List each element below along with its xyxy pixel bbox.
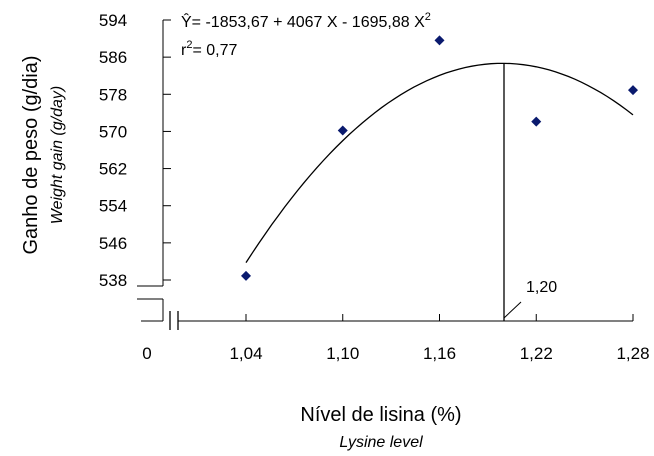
y-tick-marks (163, 19, 171, 281)
y-tick-label: 578 (99, 85, 127, 104)
x-tick-label: 1,16 (423, 344, 456, 363)
data-point (531, 116, 542, 127)
y-tick-label: 538 (99, 271, 127, 290)
x-tick-label: 1,28 (616, 344, 649, 363)
x-zero-label: 0 (142, 344, 151, 363)
data-point (434, 35, 445, 46)
y-tick-labels: 538 546 554 562 570 578 586 594 (99, 11, 127, 290)
x-tick-label: 1,22 (520, 344, 553, 363)
data-points (241, 35, 638, 281)
equation-exponent: 2 (425, 11, 431, 23)
y-axis-title-en: Weight gain (g/day) (49, 86, 66, 224)
y-axis (137, 20, 164, 321)
equation-text: Ŷ= -1853,67 + 4067 X - 1695,88 X (181, 12, 425, 31)
y-tick-label: 594 (99, 11, 127, 30)
y-tick-label: 546 (99, 234, 127, 253)
x-tick-marks (245, 314, 634, 321)
data-point (628, 85, 638, 96)
y-axis-title: Ganho de peso (g/dia) (20, 55, 42, 254)
r-squared-r: r (181, 42, 187, 59)
y-tick-label: 562 (99, 160, 127, 179)
r-squared: r2= 0,77 (181, 39, 237, 59)
y-tick-label: 586 (99, 48, 127, 67)
x-tick-labels: 1,04 1,10 1,16 1,22 1,28 (229, 344, 649, 363)
equation: Ŷ= -1853,67 + 4067 X - 1695,88 X2 (181, 11, 431, 31)
y-tick-label: 554 (99, 197, 127, 216)
x-axis-title-en: Lysine level (339, 434, 423, 451)
x-axis (141, 311, 633, 330)
data-point (337, 125, 348, 136)
optimum-label: 1,20 (526, 279, 557, 296)
r-squared-exponent: 2 (186, 39, 192, 51)
x-tick-label: 1,10 (326, 344, 359, 363)
y-tick-label: 570 (99, 122, 127, 141)
x-axis-title: Nível de lisina (%) (300, 404, 461, 426)
data-point (241, 270, 251, 281)
r-squared-value: = 0,77 (192, 42, 237, 59)
regression-curve (245, 62, 634, 263)
optimum-marker-slash (503, 301, 522, 319)
x-tick-label: 1,04 (229, 344, 262, 363)
